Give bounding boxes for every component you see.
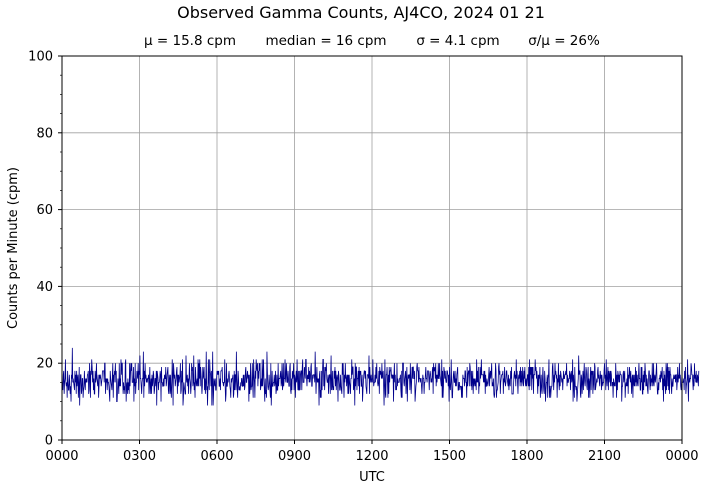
y-axis-label: Counts per Minute (cpm) <box>6 167 21 329</box>
y-axis: 0 20 40 60 80 100 <box>28 50 62 449</box>
plot-area <box>61 347 700 406</box>
series-line <box>61 347 700 406</box>
x-tick-label: 2100 <box>588 449 621 464</box>
stat-mean: μ = 15.8 cpm <box>144 33 236 49</box>
stat-sigma-over-mean: σ/μ = 26% <box>528 33 600 49</box>
x-axis: 0000 0300 0600 0900 1200 1500 1800 2100 0000 <box>45 440 699 464</box>
y-tick-label: 80 <box>36 126 53 141</box>
y-tick-label: 20 <box>36 357 53 372</box>
x-axis-label: UTC <box>359 470 385 485</box>
x-tick-label: 0000 <box>665 449 698 464</box>
x-tick-label: 0000 <box>45 449 78 464</box>
x-tick-label: 0300 <box>123 449 156 464</box>
y-tick-label: 40 <box>36 280 53 295</box>
y-tick-label: 100 <box>28 50 53 65</box>
x-tick-label: 1500 <box>433 449 466 464</box>
chart-title: Observed Gamma Counts, AJ4CO, 2024 01 21 <box>177 3 545 22</box>
stat-median: median = 16 cpm <box>265 33 386 49</box>
x-tick-label: 0600 <box>200 449 233 464</box>
y-tick-label: 60 <box>36 203 53 218</box>
x-tick-label: 0900 <box>278 449 311 464</box>
stat-sigma: σ = 4.1 cpm <box>416 33 499 49</box>
x-tick-label: 1800 <box>510 449 543 464</box>
y-tick-label: 0 <box>45 434 53 449</box>
x-tick-label: 1200 <box>355 449 388 464</box>
